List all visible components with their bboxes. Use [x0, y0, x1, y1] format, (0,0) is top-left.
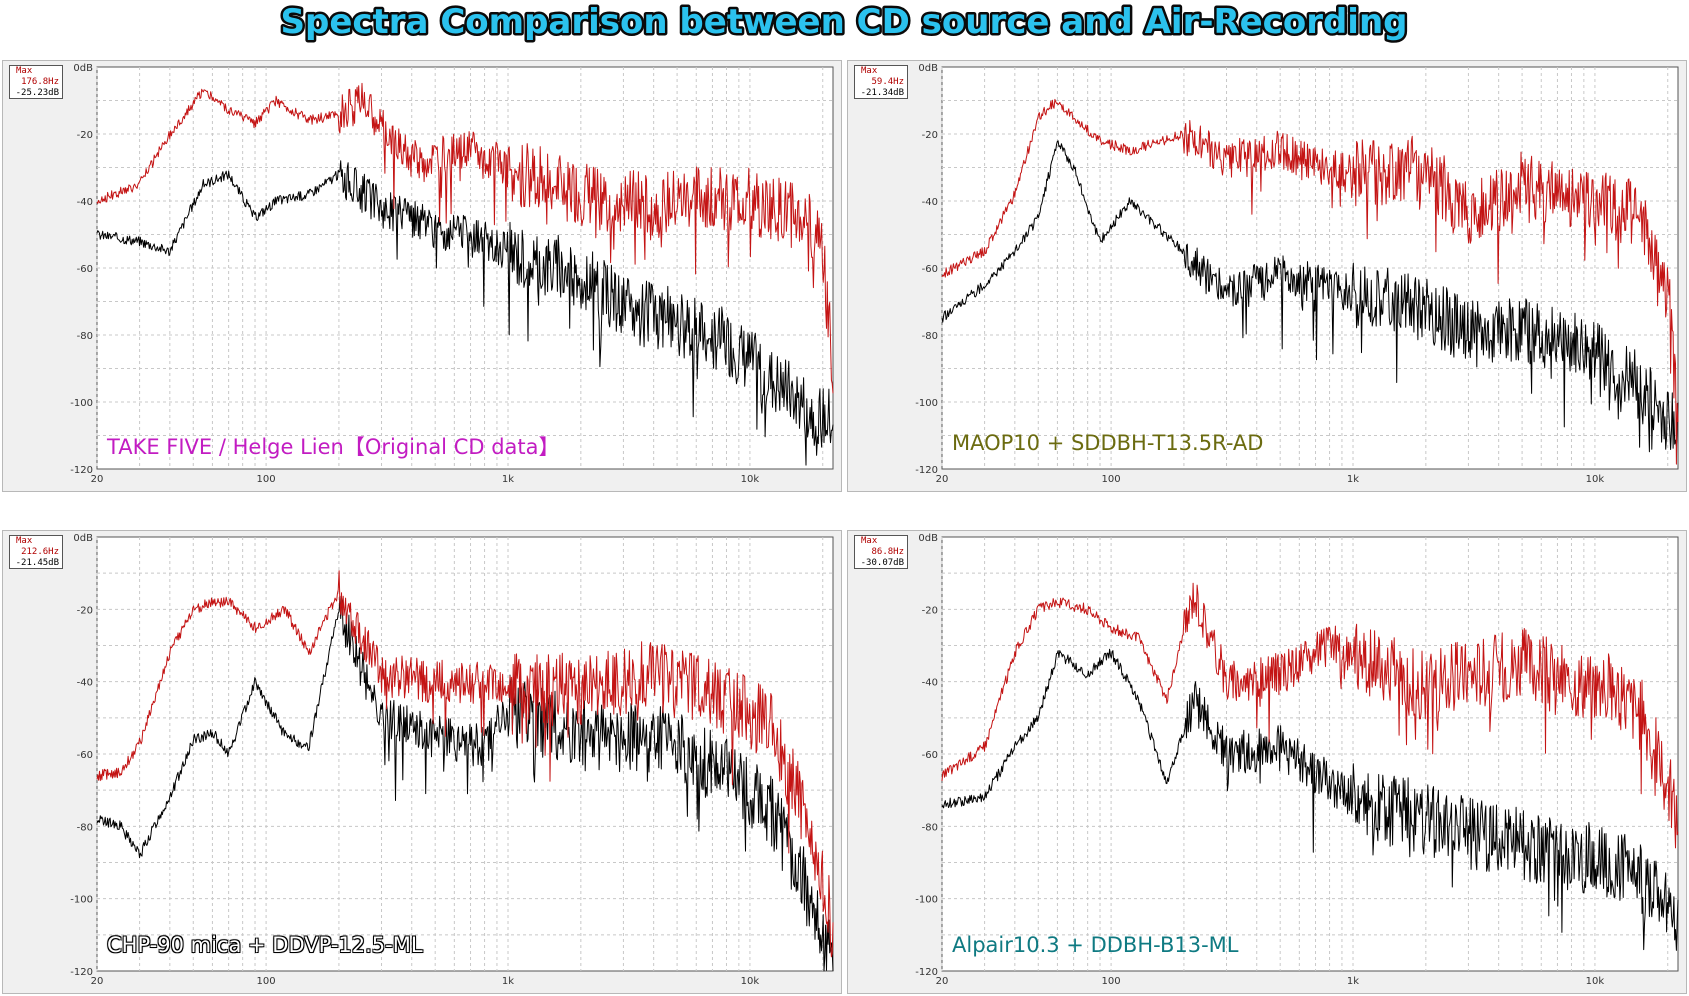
max-level: -30.07dB	[860, 558, 904, 568]
y-tick-label: 0dB	[918, 533, 938, 544]
series-cd-source	[941, 140, 1679, 453]
y-tick-label: 0dB	[73, 63, 93, 74]
panel-caption: MAOP10 + SDDBH-T13.5R-AD	[952, 431, 1264, 455]
chart-title-banner: Spectra Comparison between CD source and…	[278, 0, 1410, 45]
max-label: Max	[861, 536, 878, 546]
max-readout: Max 59.4Hz -21.34dB	[854, 65, 908, 99]
y-tick-label: -80	[77, 822, 93, 833]
y-tick-label: -20	[922, 605, 938, 616]
x-tick-label: 20	[936, 976, 949, 987]
x-tick-label: 10k	[1586, 474, 1605, 485]
spectrum-panel-1: 0dB -20 -40 -60 -80 -100 -120 20 100 1k 10k TAKE FI…	[2, 60, 842, 492]
x-tick-label: 100	[1102, 976, 1121, 987]
x-tick-label: 100	[1102, 474, 1121, 485]
y-tick-label: -60	[77, 264, 93, 275]
x-tick-label: 1k	[1347, 474, 1359, 485]
y-tick-label: -40	[77, 197, 93, 208]
y-tick-label: -100	[915, 895, 938, 906]
y-tick-label: 0dB	[73, 533, 93, 544]
max-frequency: 59.4Hz	[871, 77, 904, 87]
x-tick-label: 1k	[502, 976, 514, 987]
x-tick-label: 20	[91, 474, 104, 485]
y-tick-label: -100	[70, 398, 93, 409]
y-tick-label: -40	[922, 197, 938, 208]
y-tick-label: -80	[77, 331, 93, 342]
series-air-recording	[96, 82, 834, 394]
series-cd-source	[96, 160, 834, 466]
spectrum-panel-3: 0dB -20 -40 -60 -80 -100 -120 20 100 1k 10k CHP-90 …	[2, 530, 842, 994]
spectrum-panel-4: 0dB -20 -40 -60 -80 -100 -120 20 100 1k 10k Alpair1…	[847, 530, 1687, 994]
max-level: -25.23dB	[15, 88, 59, 98]
max-readout: Max 212.6Hz -21.45dB	[9, 535, 63, 569]
y-tick-label: -20	[77, 605, 93, 616]
max-label: Max	[16, 66, 33, 76]
max-level: -21.45dB	[15, 558, 59, 568]
y-tick-label: -60	[77, 750, 93, 761]
x-tick-label: 100	[257, 474, 276, 485]
max-frequency: 176.8Hz	[21, 77, 59, 87]
y-tick-label: -20	[922, 130, 938, 141]
series-cd-source	[96, 595, 834, 972]
y-tick-label: -60	[922, 264, 938, 275]
x-tick-label: 1k	[502, 474, 514, 485]
max-level: -21.34dB	[860, 88, 904, 98]
series-air-recording	[941, 582, 1679, 849]
chart-title: Spectra Comparison between CD source and…	[281, 2, 1408, 42]
max-label: Max	[16, 536, 33, 546]
max-frequency: 86.8Hz	[871, 547, 904, 557]
spectrum-panel-2: 0dB -20 -40 -60 -80 -100 -120 20 100 1k 10k MAOP10 …	[847, 60, 1687, 492]
max-readout: Max 176.8Hz -25.23dB	[9, 65, 63, 99]
series-cd-source	[941, 648, 1679, 951]
y-tick-label: -100	[70, 895, 93, 906]
series-air-recording	[941, 98, 1679, 465]
panel-caption: TAKE FIVE / Helge Lien【Original CD data】	[107, 435, 560, 459]
y-tick-label: -120	[915, 967, 938, 978]
x-tick-label: 20	[91, 976, 104, 987]
y-tick-label: -80	[922, 331, 938, 342]
panel-caption: Alpair10.3 + DDBH-B13-ML	[952, 933, 1239, 957]
series-air-recording	[96, 570, 834, 958]
y-tick-label: -40	[77, 678, 93, 689]
y-tick-label: -20	[77, 130, 93, 141]
y-tick-label: -100	[915, 398, 938, 409]
x-tick-label: 10k	[741, 976, 760, 987]
panel-caption: CHP-90 mica + DDVP-12.5-ML	[107, 933, 423, 957]
x-tick-label: 100	[257, 976, 276, 987]
y-tick-label: -80	[922, 822, 938, 833]
x-tick-label: 1k	[1347, 976, 1359, 987]
y-tick-label: 0dB	[918, 63, 938, 74]
max-readout: Max 86.8Hz -30.07dB	[854, 535, 908, 569]
x-tick-label: 20	[936, 474, 949, 485]
y-tick-label: -120	[70, 465, 93, 476]
y-tick-label: -60	[922, 750, 938, 761]
x-tick-label: 10k	[1586, 976, 1605, 987]
y-tick-label: -120	[915, 465, 938, 476]
max-frequency: 212.6Hz	[21, 547, 59, 557]
y-tick-label: -120	[70, 967, 93, 978]
y-tick-label: -40	[922, 678, 938, 689]
max-label: Max	[861, 66, 878, 76]
x-tick-label: 10k	[741, 474, 760, 485]
